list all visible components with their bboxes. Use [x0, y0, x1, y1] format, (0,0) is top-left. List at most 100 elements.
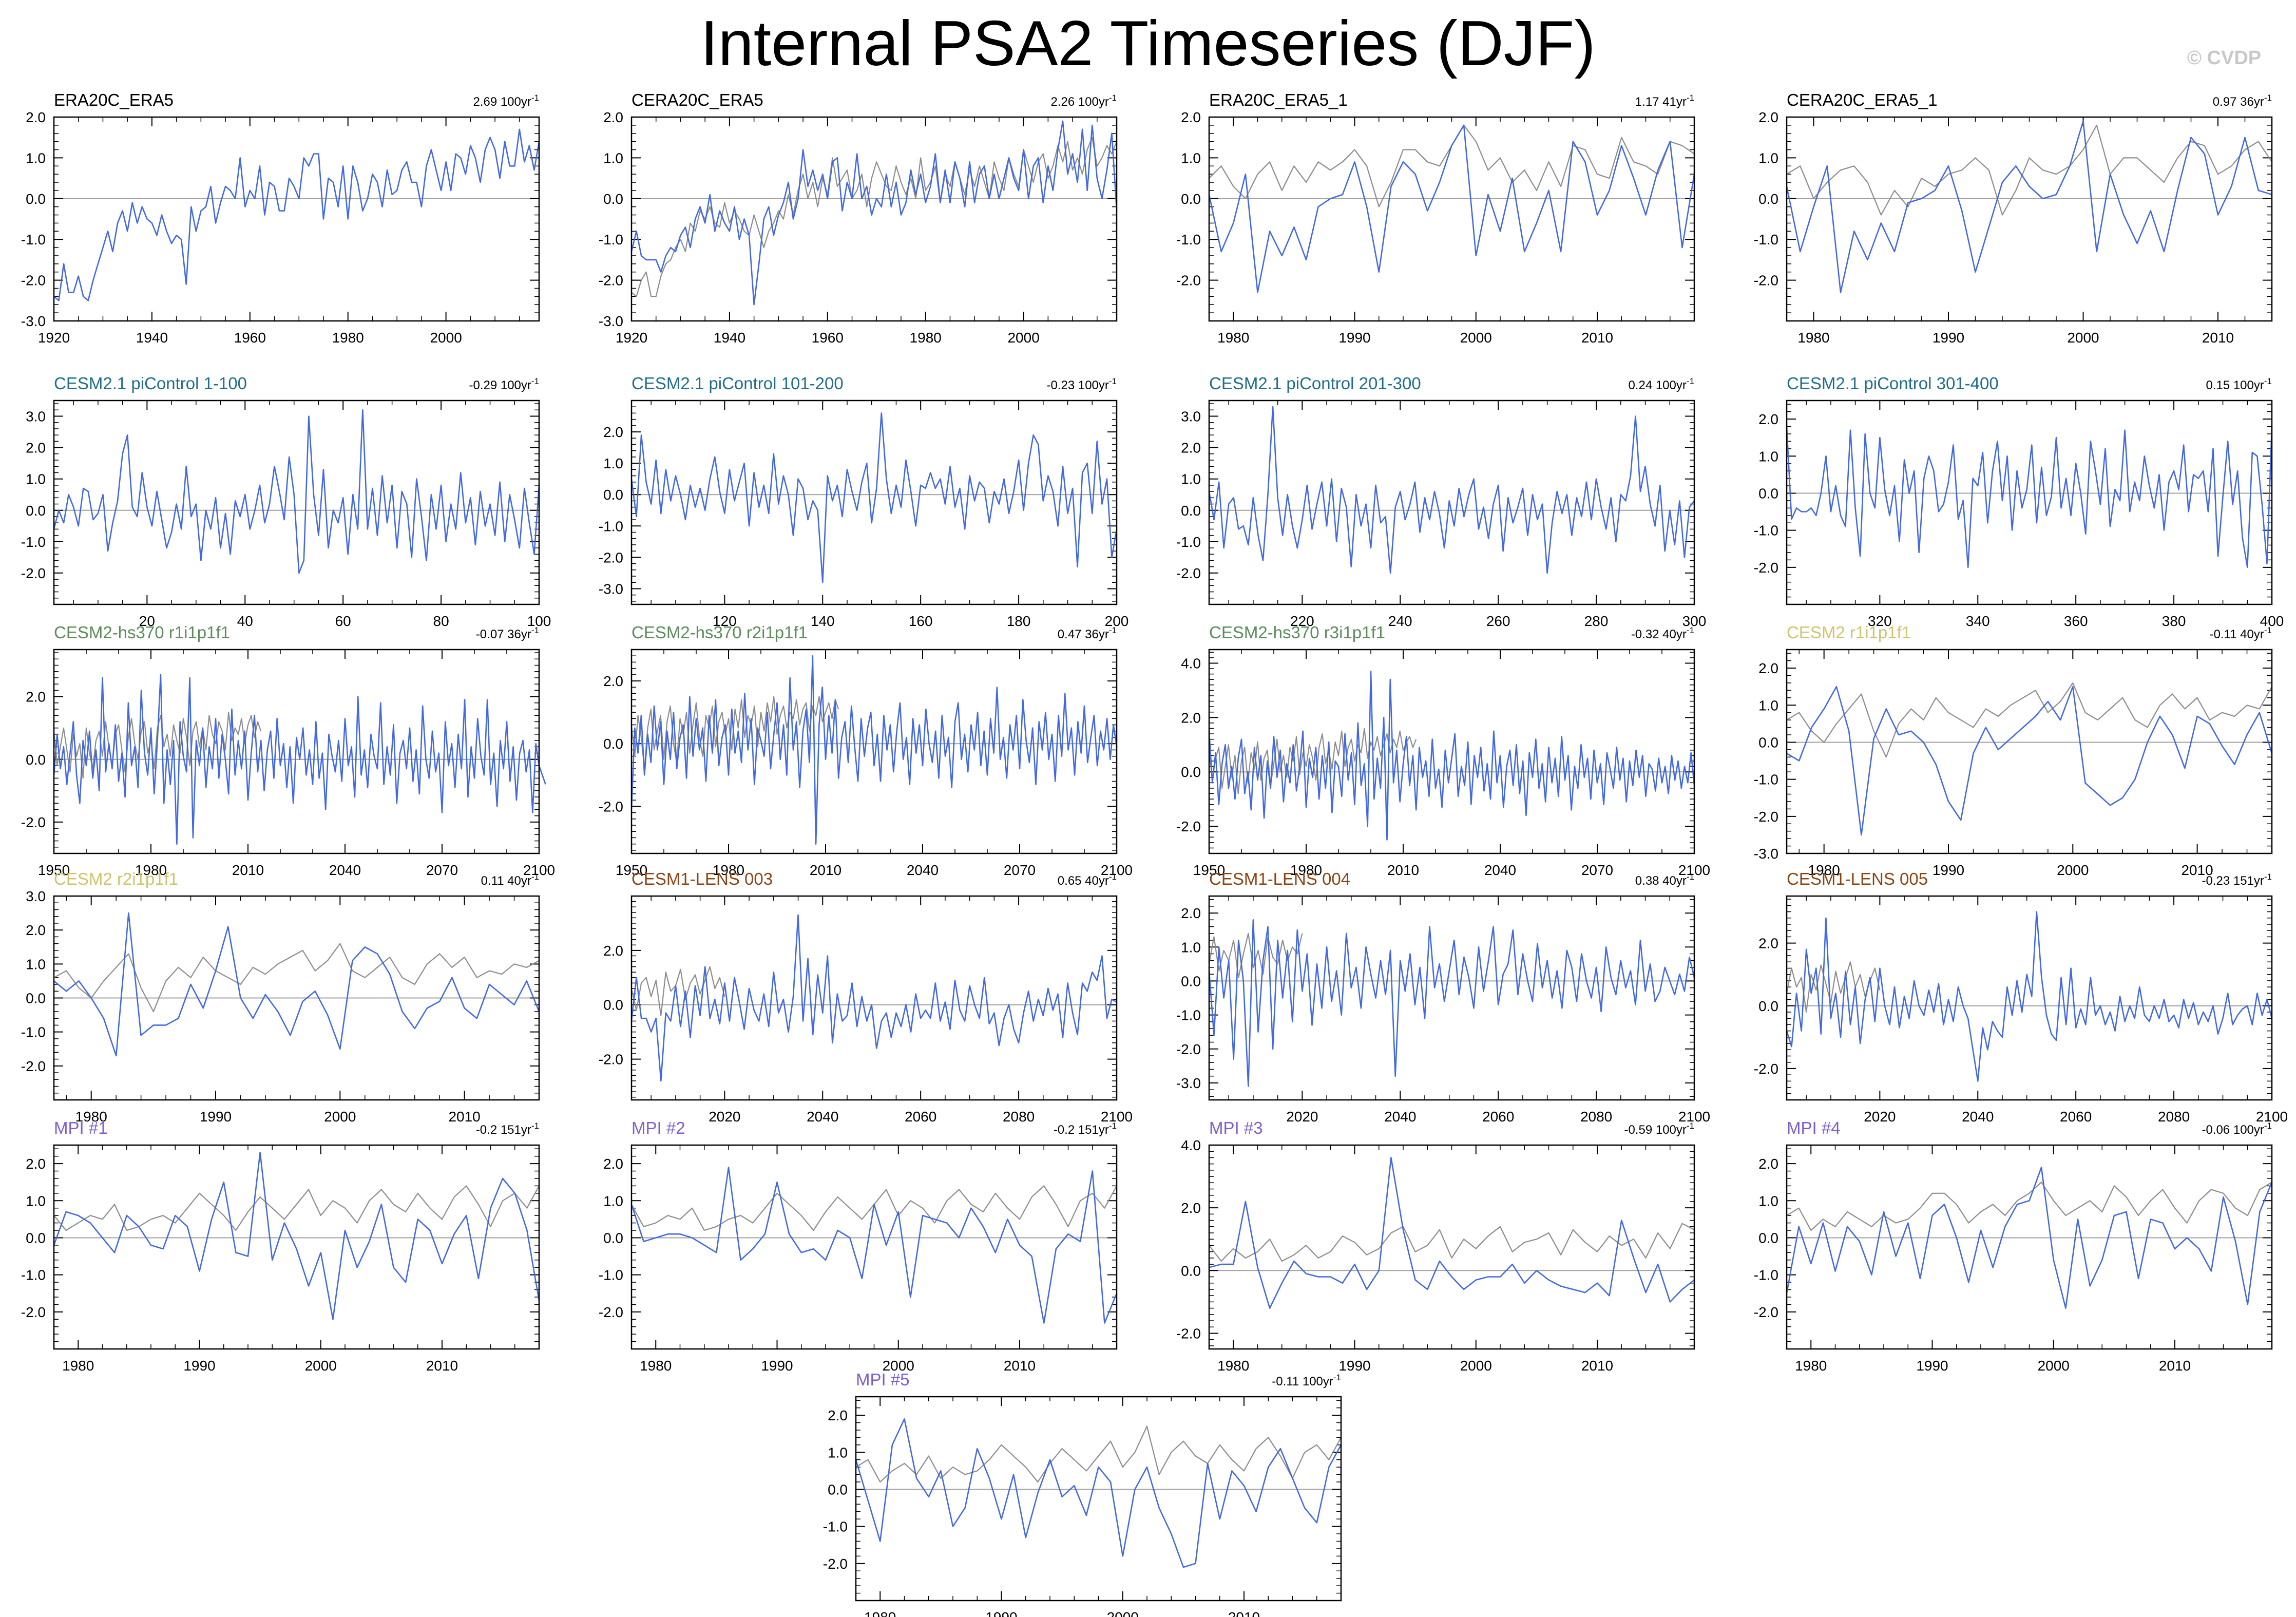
plot-frame — [855, 1396, 1342, 1602]
y-tick-label: 0.0 — [603, 487, 623, 503]
y-tick-label: -2.0 — [21, 1304, 46, 1320]
y-tick-label: -2.0 — [21, 1058, 46, 1074]
panel-title: CESM2 r1i1p1f1 — [1787, 623, 1911, 642]
panel-title: CERA20C_ERA5 — [632, 90, 763, 109]
x-tick-label: 2010 — [448, 1109, 480, 1125]
trend-value: 0.15 100yr — [2206, 378, 2264, 392]
trend-exponent: -1 — [531, 625, 539, 635]
plot-frame — [1208, 116, 1695, 322]
trend-label: 2.69 100yr-1 — [473, 93, 539, 109]
y-tick-label: -2.0 — [1176, 819, 1201, 834]
trend-label: -0.23 100yr-1 — [1046, 376, 1117, 392]
plot-frame — [1208, 649, 1695, 854]
trend-label: 0.24 100yr-1 — [1628, 376, 1694, 392]
y-tick-label: -2.0 — [1176, 273, 1201, 289]
x-tick-label: 1980 — [1795, 1358, 1827, 1374]
series-line — [1209, 1157, 1695, 1309]
y-tick-label: 2.0 — [26, 689, 46, 705]
y-tick-label: 0.0 — [1758, 734, 1778, 750]
trend-value: 2.26 100yr — [1050, 95, 1108, 109]
y-tick-label: 2.0 — [1181, 109, 1201, 125]
y-tick-label: -2.0 — [1176, 565, 1201, 581]
x-tick-label: 160 — [909, 613, 933, 629]
trend-exponent: -1 — [1109, 872, 1117, 882]
panel-title: CESM2-hs370 r1i1p1f1 — [54, 623, 230, 642]
series-line — [53, 1152, 540, 1320]
trend-exponent: -1 — [1687, 872, 1694, 882]
y-tick-label: 1.0 — [1758, 697, 1778, 713]
y-tick-label: -2.0 — [21, 565, 46, 581]
x-tick-label: 2010 — [2159, 1358, 2191, 1374]
x-tick-label: 1990 — [1338, 1358, 1370, 1374]
trend-value: -0.2 151yr — [1054, 1123, 1109, 1137]
y-tick-label: 0.0 — [1181, 191, 1201, 207]
y-tick-label: 1.0 — [603, 1193, 623, 1209]
x-tick-label: 1980 — [910, 330, 942, 346]
x-tick-label: 400 — [2260, 613, 2284, 629]
y-tick-label: 1.0 — [603, 455, 623, 471]
y-tick-label: -1.0 — [1176, 1007, 1201, 1023]
y-tick-label: -2.0 — [599, 798, 623, 814]
trend-exponent: -1 — [1109, 625, 1117, 635]
x-tick-label: 2070 — [426, 862, 458, 878]
y-tick-label: -1.0 — [21, 1024, 46, 1040]
chart-panel: MPI #4 -0.06 100yr-1 -2.0 -1.0 0.0 1.0 2.0 1980… — [1754, 1118, 2273, 1374]
y-tick-label: 2.0 — [1758, 411, 1778, 427]
series-line — [1786, 426, 2273, 568]
y-tick-label: -1.0 — [1754, 523, 1778, 539]
plot-frame — [1786, 116, 2273, 322]
trend-exponent: -1 — [1687, 93, 1694, 103]
y-tick-label: 2.0 — [1758, 109, 1778, 125]
series-line — [630, 120, 1118, 306]
y-tick-label: 0.0 — [1181, 973, 1201, 989]
y-tick-label: 2.0 — [26, 922, 46, 938]
x-tick-label: 1990 — [1933, 862, 1964, 878]
chart-panel: CESM2.1 piControl 301-400 0.15 100yr-1 -2.… — [1754, 374, 2284, 629]
x-tick-label: 1980 — [75, 1109, 107, 1125]
panel-title: CESM1-LENS 005 — [1787, 869, 1928, 888]
y-tick-label: 0.0 — [1758, 1230, 1778, 1246]
series-line — [1786, 911, 2273, 1082]
x-tick-label: 2100 — [523, 862, 555, 878]
series-line — [1208, 124, 1695, 293]
y-tick-label: 1.0 — [1181, 471, 1201, 487]
watermark: © CVDP — [2187, 47, 2262, 69]
trend-exponent: -1 — [1109, 93, 1117, 103]
y-tick-label: 4.0 — [1181, 1137, 1201, 1153]
trend-label: 0.11 40yr-1 — [481, 872, 539, 888]
y-tick-label: -3.0 — [1176, 1075, 1201, 1091]
y-tick-label: -2.0 — [599, 1052, 623, 1068]
chart-panel: MPI #3 -0.59 100yr-1 -2.0 0.0 2.0 4.0 1980 1990… — [1176, 1118, 1695, 1374]
y-tick-label: -1.0 — [1754, 772, 1778, 788]
x-tick-label: 2000 — [1007, 330, 1039, 346]
x-tick-label: 1920 — [616, 330, 647, 346]
y-tick-label: -2.0 — [823, 1556, 848, 1572]
trend-value: -0.2 151yr — [476, 1123, 531, 1137]
x-tick-label: 1980 — [62, 1358, 94, 1374]
x-tick-label: 2010 — [1228, 1609, 1260, 1617]
y-tick-label: 0.0 — [26, 191, 46, 207]
y-tick-label: 0.0 — [26, 991, 46, 1006]
series-line — [53, 674, 546, 845]
trend-label: 0.97 36yr-1 — [2213, 93, 2272, 109]
trend-value: -0.23 151yr — [2202, 874, 2264, 888]
y-tick-label: 0.0 — [1758, 191, 1778, 207]
trend-value: 0.65 40yr — [1058, 874, 1109, 888]
y-tick-label: -1.0 — [1754, 1267, 1778, 1283]
x-tick-label: 2060 — [905, 1109, 936, 1125]
y-tick-label: 3.0 — [1181, 409, 1201, 425]
x-tick-label: 120 — [713, 613, 737, 629]
series-line — [1208, 406, 1695, 574]
x-tick-label: 2040 — [329, 862, 361, 878]
trend-value: 0.97 36yr — [2213, 95, 2264, 109]
trend-label: -0.2 151yr-1 — [1054, 1121, 1117, 1137]
x-tick-label: 2010 — [1387, 862, 1419, 878]
trend-value: -0.23 100yr — [1046, 378, 1108, 392]
series-line — [1786, 1166, 2273, 1309]
y-tick-label: -1.0 — [21, 1267, 46, 1283]
page-title: Internal PSA2 Timeseries (DJF) — [700, 8, 1596, 79]
chart-panel: CESM2-hs370 r2i1p1f1 0.47 36yr-1 -2.0 0.0 2.… — [599, 623, 1133, 878]
x-tick-label: 1960 — [234, 330, 266, 346]
panel-title: CESM2-hs370 r2i1p1f1 — [632, 623, 808, 642]
y-tick-label: 2.0 — [603, 109, 623, 125]
